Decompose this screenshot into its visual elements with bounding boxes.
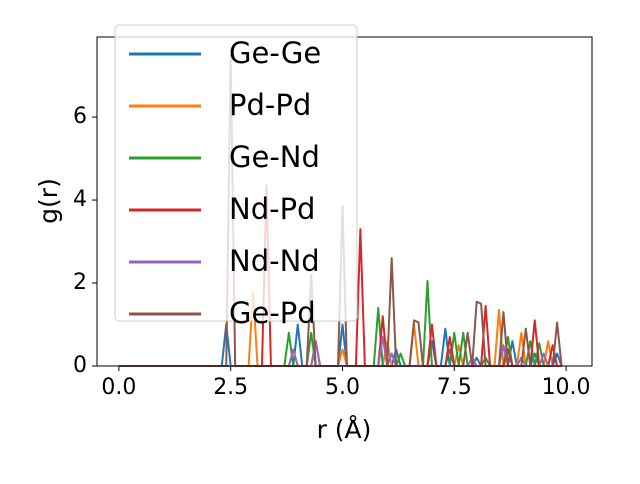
legend-box bbox=[114, 24, 358, 322]
legend-label: Ge-Pd bbox=[229, 296, 316, 330]
y-tick-label: 4 bbox=[73, 187, 87, 212]
legend: Ge-Ge Pd-Pd Ge-Nd Nd-Pd Nd-Nd Ge-Pd bbox=[114, 24, 358, 330]
y-tick-label: 2 bbox=[73, 270, 87, 295]
legend-label: Nd-Nd bbox=[229, 244, 320, 278]
y-axis-label: g(r) bbox=[34, 178, 63, 224]
x-tick-label: 2.5 bbox=[213, 375, 248, 400]
y-tick-label: 6 bbox=[73, 104, 87, 129]
legend-label: Nd-Pd bbox=[229, 192, 315, 226]
legend-label: Ge-Ge bbox=[229, 36, 321, 70]
y-tick-label: 0 bbox=[73, 353, 87, 378]
legend-label: Pd-Pd bbox=[229, 88, 311, 122]
x-tick-label: 10.0 bbox=[542, 375, 591, 400]
x-tick-label: 5.0 bbox=[325, 375, 360, 400]
x-tick-label: 0.0 bbox=[101, 375, 136, 400]
x-axis-label: r (Å) bbox=[317, 415, 372, 444]
x-tick-label: 7.5 bbox=[437, 375, 472, 400]
legend-label: Ge-Nd bbox=[229, 140, 320, 174]
